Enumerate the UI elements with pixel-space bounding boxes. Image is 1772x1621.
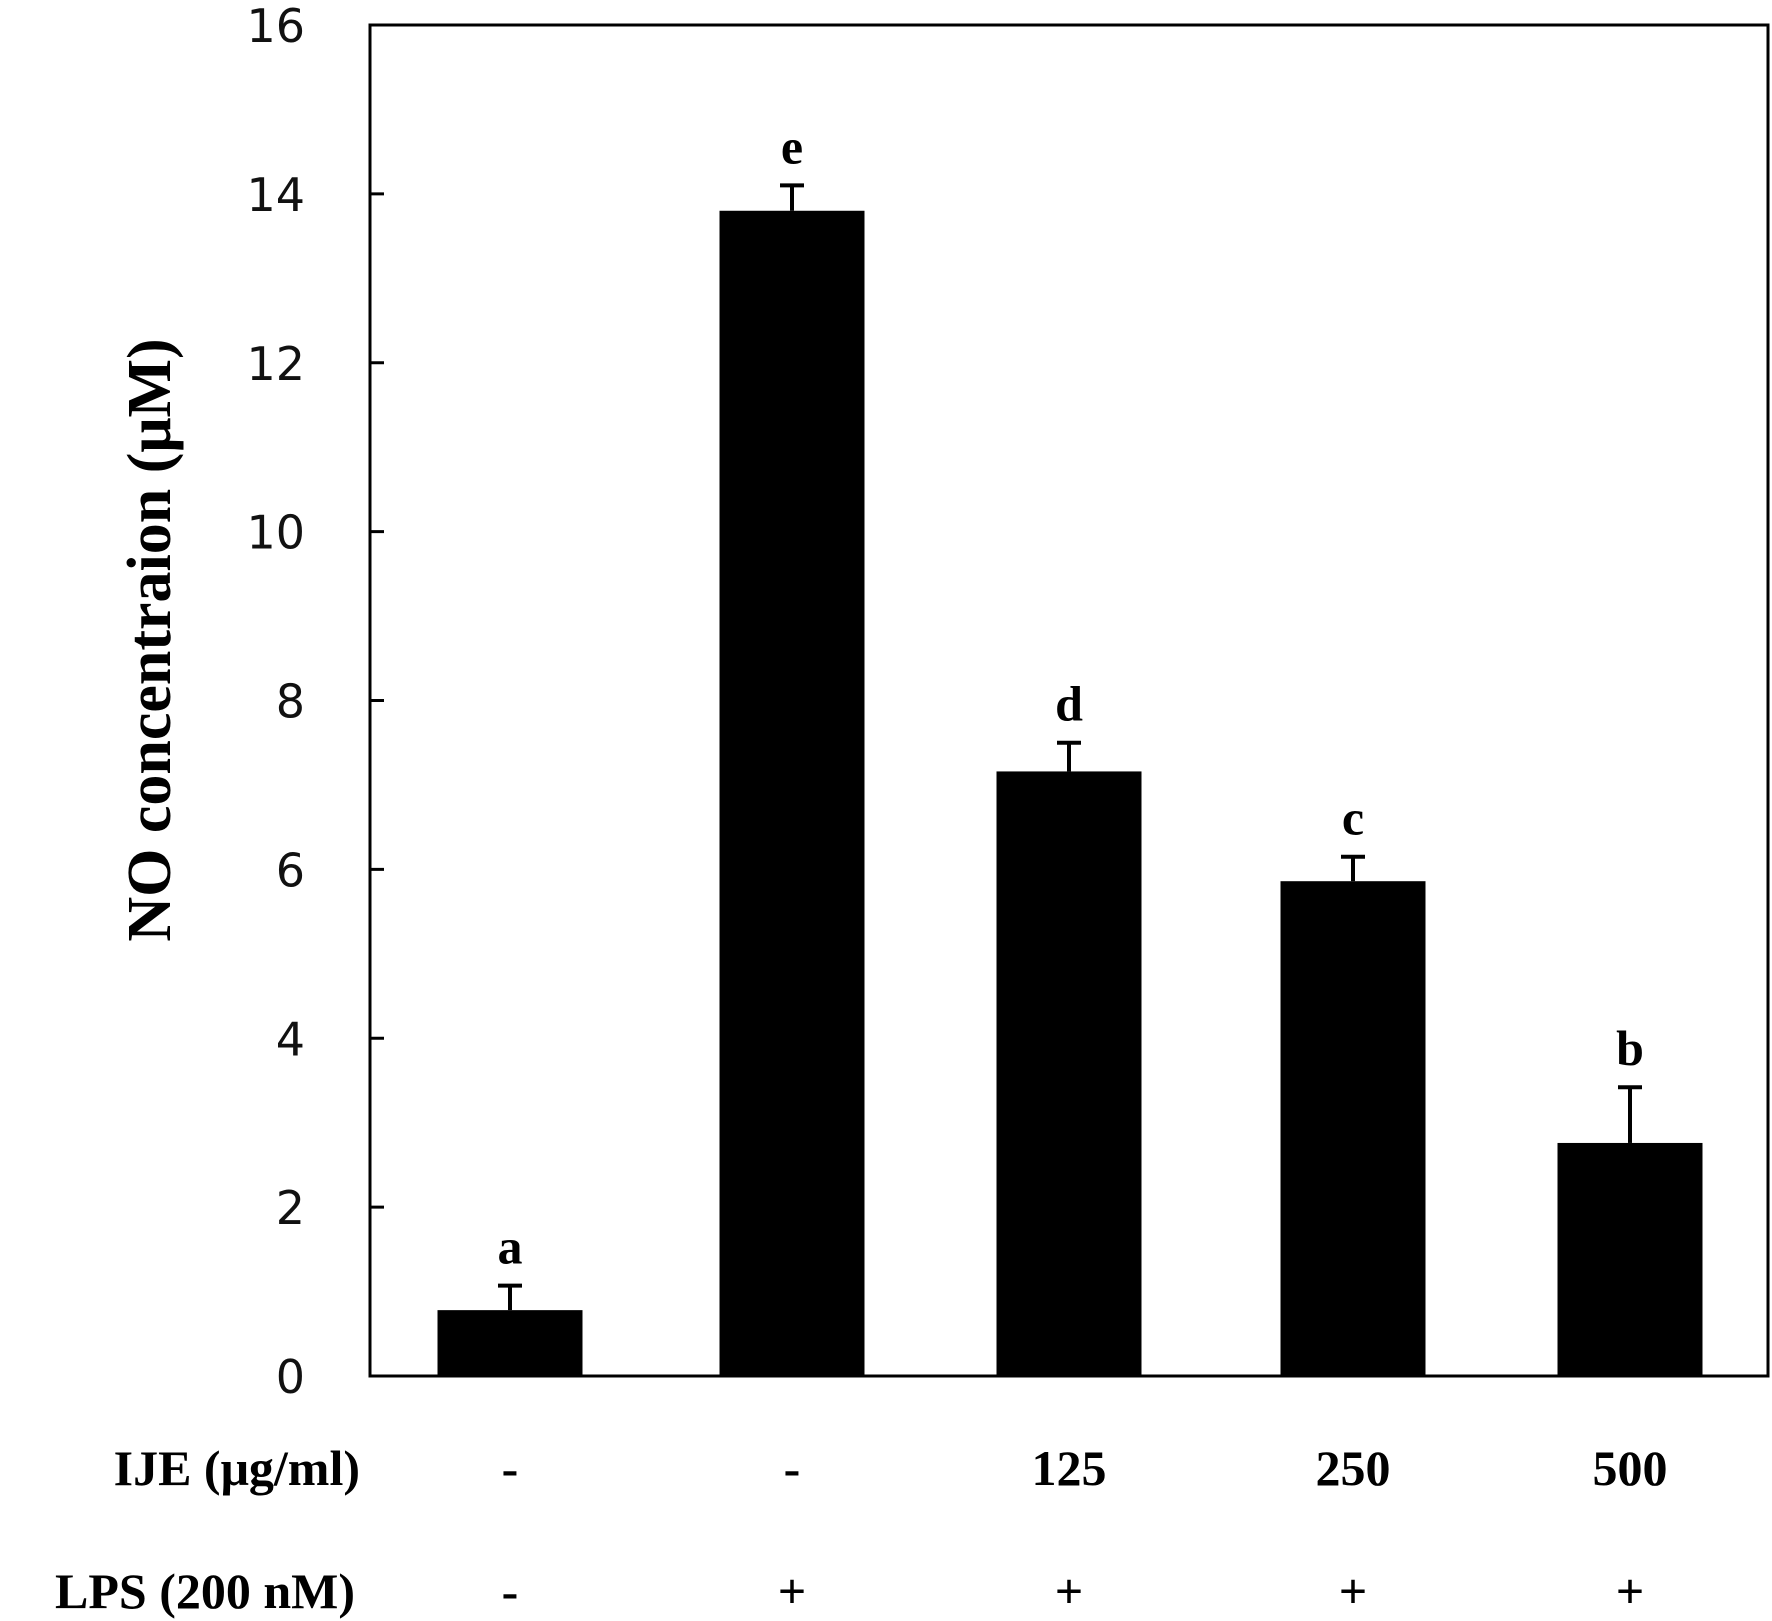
treatment-value: + bbox=[778, 1563, 807, 1619]
significance-letter: d bbox=[1055, 676, 1083, 732]
y-tick-label: 6 bbox=[276, 843, 305, 897]
treatment-value: 250 bbox=[1316, 1440, 1391, 1496]
y-tick-label: 8 bbox=[276, 675, 305, 729]
y-tick-label: 10 bbox=[246, 506, 305, 560]
bar bbox=[437, 1310, 583, 1376]
y-tick-label: 16 bbox=[246, 0, 305, 53]
treatment-value: 500 bbox=[1593, 1440, 1668, 1496]
bar bbox=[996, 771, 1142, 1376]
significance-letter: b bbox=[1616, 1020, 1644, 1076]
treatment-value: + bbox=[1055, 1563, 1084, 1619]
y-tick-label: 4 bbox=[276, 1012, 305, 1066]
treatment-value: - bbox=[502, 1563, 519, 1619]
y-tick-label: 0 bbox=[276, 1350, 305, 1404]
y-tick-label: 2 bbox=[276, 1181, 305, 1235]
y-tick-label: 14 bbox=[246, 168, 305, 222]
significance-letter: e bbox=[781, 118, 803, 174]
treatment-row-label: IJE (μg/ml) bbox=[114, 1440, 360, 1496]
bar bbox=[1557, 1142, 1703, 1376]
y-axis-label: NO concentraion (μM) bbox=[116, 338, 184, 941]
significance-letter: c bbox=[1342, 790, 1364, 846]
treatment-value: + bbox=[1616, 1563, 1645, 1619]
bar bbox=[719, 210, 865, 1377]
y-tick-label: 12 bbox=[246, 337, 305, 391]
treatment-value: 125 bbox=[1032, 1440, 1107, 1496]
treatment-value: - bbox=[784, 1440, 801, 1496]
treatment-row-label: LPS (200 nM) bbox=[55, 1563, 355, 1619]
treatment-value: - bbox=[502, 1440, 519, 1496]
treatment-value: + bbox=[1339, 1563, 1368, 1619]
bar bbox=[1280, 881, 1426, 1376]
significance-letter: a bbox=[498, 1219, 523, 1275]
